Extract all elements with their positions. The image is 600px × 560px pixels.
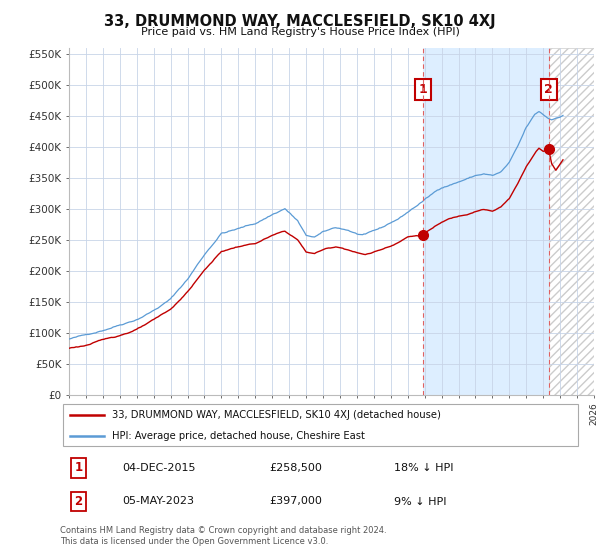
Text: 04-DEC-2015: 04-DEC-2015 (122, 463, 196, 473)
Text: 18% ↓ HPI: 18% ↓ HPI (394, 463, 454, 473)
Text: Contains HM Land Registry data © Crown copyright and database right 2024.
This d: Contains HM Land Registry data © Crown c… (60, 526, 386, 546)
Text: 2: 2 (74, 495, 82, 508)
Text: 9% ↓ HPI: 9% ↓ HPI (394, 497, 446, 506)
Bar (423, 48, 549, 395)
Text: Price paid vs. HM Land Registry's House Price Index (HPI): Price paid vs. HM Land Registry's House … (140, 27, 460, 37)
FancyBboxPatch shape (62, 404, 578, 446)
Text: 33, DRUMMOND WAY, MACCLESFIELD, SK10 4XJ: 33, DRUMMOND WAY, MACCLESFIELD, SK10 4XJ (104, 14, 496, 29)
Text: 2: 2 (544, 83, 553, 96)
Text: £258,500: £258,500 (269, 463, 322, 473)
Bar (549, 48, 594, 395)
Text: 1: 1 (419, 83, 428, 96)
Text: £397,000: £397,000 (269, 497, 322, 506)
Text: 05-MAY-2023: 05-MAY-2023 (122, 497, 194, 506)
Text: HPI: Average price, detached house, Cheshire East: HPI: Average price, detached house, Ches… (112, 431, 365, 441)
Text: 33, DRUMMOND WAY, MACCLESFIELD, SK10 4XJ (detached house): 33, DRUMMOND WAY, MACCLESFIELD, SK10 4XJ… (112, 410, 441, 420)
Text: 1: 1 (74, 461, 82, 474)
